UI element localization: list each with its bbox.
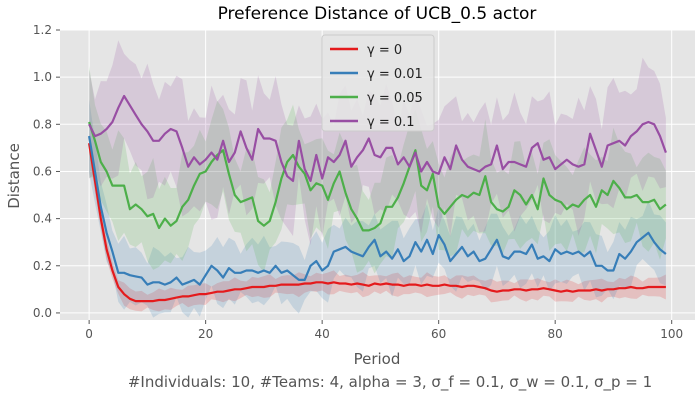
x-tick-label: 0 bbox=[85, 327, 93, 341]
footnote: #Individuals: 10, #Teams: 4, alpha = 3, … bbox=[128, 373, 652, 392]
y-axis-label: Distance bbox=[5, 143, 23, 209]
x-tick-label: 80 bbox=[548, 327, 563, 341]
y-tick-label: 1.2 bbox=[33, 23, 52, 37]
x-axis-label: Period bbox=[354, 350, 401, 368]
band-series-1 bbox=[89, 99, 666, 318]
band-series-0 bbox=[89, 133, 666, 312]
legend-box bbox=[321, 34, 435, 132]
y-tick-label: 0.2 bbox=[33, 259, 52, 273]
x-tick-label: 60 bbox=[431, 327, 446, 341]
y-tick-label: 0.0 bbox=[33, 306, 52, 320]
legend: γ = 0 γ = 0.01 γ = 0.05 γ = 0.1 bbox=[321, 34, 435, 132]
line-series-2 bbox=[88, 121, 667, 232]
y-tick-label: 0.6 bbox=[33, 164, 52, 178]
tick-labels: 0 20 40 60 80 100 0.0 0.2 0.4 0.6 0.8 1.0 1.2 bbox=[33, 23, 683, 341]
x-tick-label: 20 bbox=[198, 327, 213, 341]
legend-label: γ = 0.05 bbox=[367, 91, 423, 106]
y-tick-label: 0.4 bbox=[33, 212, 52, 226]
legend-label: γ = 0 bbox=[367, 43, 402, 58]
series-lines bbox=[88, 94, 667, 303]
confidence-bands bbox=[89, 40, 666, 318]
line-series-3 bbox=[88, 94, 667, 182]
x-tick-label: 40 bbox=[315, 327, 330, 341]
y-tick-label: 1.0 bbox=[33, 70, 52, 84]
chart-title: Preference Distance of UCB_0.5 actor bbox=[218, 4, 537, 24]
legend-label: γ = 0.1 bbox=[367, 115, 415, 130]
band-series-2 bbox=[89, 66, 666, 274]
legend-label: γ = 0.01 bbox=[367, 67, 423, 82]
y-tick-label: 0.8 bbox=[33, 117, 52, 131]
x-tick-label: 100 bbox=[660, 327, 683, 341]
band-series-3 bbox=[89, 40, 666, 246]
line-series-0 bbox=[88, 143, 666, 303]
line-series-1 bbox=[88, 135, 667, 286]
